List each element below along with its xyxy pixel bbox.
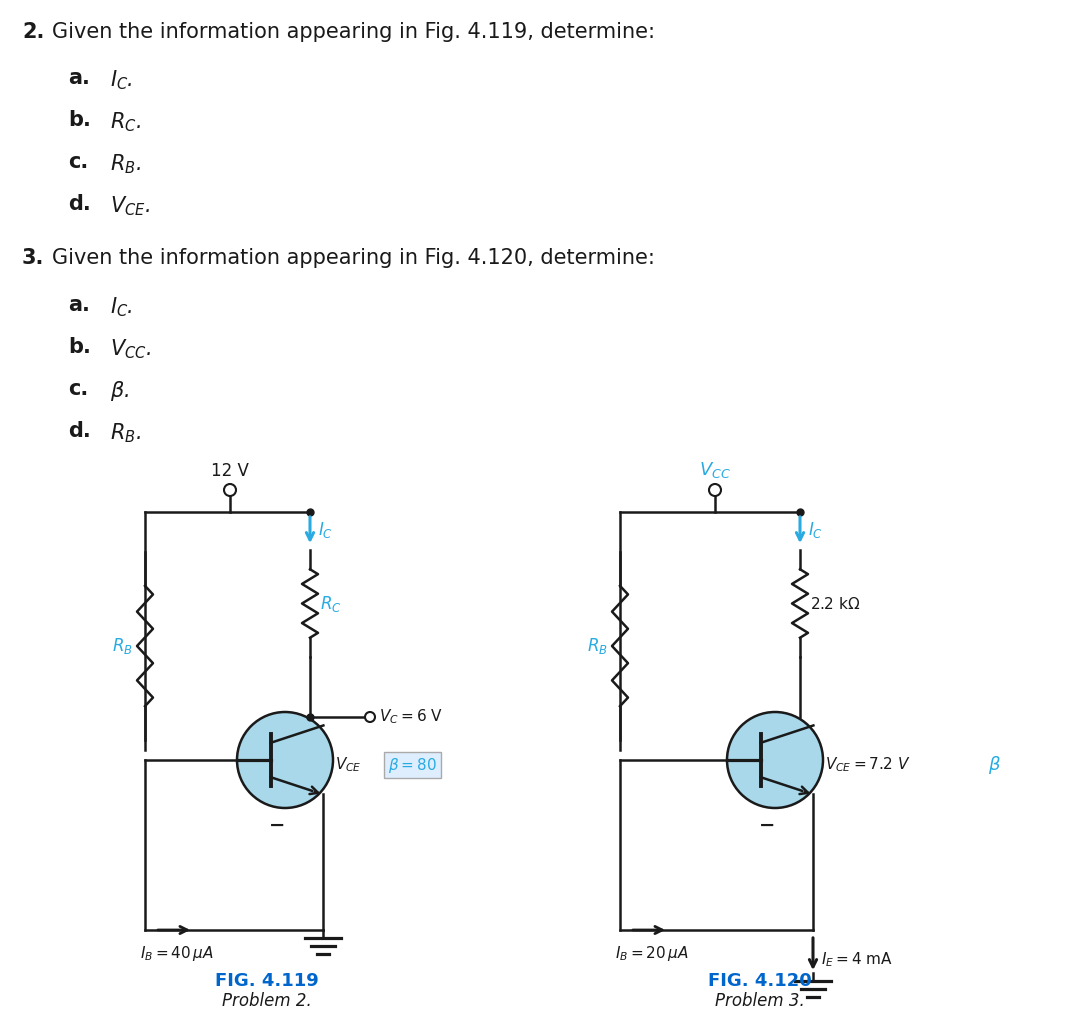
Text: c.: c. <box>68 379 89 399</box>
Text: $\beta$.: $\beta$. <box>110 379 130 403</box>
Circle shape <box>727 712 823 808</box>
Text: $V_C = 6$ V: $V_C = 6$ V <box>379 708 443 726</box>
Text: Given the information appearing in Fig. 4.119, determine:: Given the information appearing in Fig. … <box>52 22 654 42</box>
Text: $V_{CE}$.: $V_{CE}$. <box>110 194 150 217</box>
Text: $R_B$.: $R_B$. <box>110 152 141 176</box>
Text: b.: b. <box>68 337 91 357</box>
Text: c.: c. <box>68 152 89 172</box>
Circle shape <box>237 712 333 808</box>
Text: $I_C$.: $I_C$. <box>110 295 133 319</box>
Circle shape <box>708 484 721 496</box>
Text: $I_C$: $I_C$ <box>318 520 333 540</box>
Text: Problem 3.: Problem 3. <box>715 992 805 1010</box>
Text: $I_E = 4$ mA: $I_E = 4$ mA <box>821 950 893 969</box>
Text: 2.: 2. <box>22 22 44 42</box>
Text: 2.2 k$\Omega$: 2.2 k$\Omega$ <box>810 595 860 612</box>
Text: Given the information appearing in Fig. 4.120, determine:: Given the information appearing in Fig. … <box>52 248 654 268</box>
Text: $R_B$: $R_B$ <box>112 636 133 657</box>
Text: −: − <box>759 816 775 835</box>
Text: FIG. 4.120: FIG. 4.120 <box>708 972 812 990</box>
Text: a.: a. <box>68 68 90 88</box>
Text: $\beta$: $\beta$ <box>988 753 1001 776</box>
Text: $R_B$.: $R_B$. <box>110 421 141 444</box>
Text: $I_B = 40\,\mu A$: $I_B = 40\,\mu A$ <box>140 944 214 963</box>
Text: $V_{CC}$.: $V_{CC}$. <box>110 337 151 360</box>
Text: $V_{CC}$: $V_{CC}$ <box>699 460 731 480</box>
Text: +: + <box>750 739 765 757</box>
Text: $R_C$: $R_C$ <box>320 593 341 614</box>
Text: Problem 2.: Problem 2. <box>222 992 312 1010</box>
Circle shape <box>365 712 375 722</box>
Text: $\beta = 80$: $\beta = 80$ <box>388 756 436 775</box>
Text: FIG. 4.119: FIG. 4.119 <box>215 972 319 990</box>
Text: 3.: 3. <box>22 248 44 268</box>
Circle shape <box>224 484 237 496</box>
Text: −: − <box>269 816 285 835</box>
Text: a.: a. <box>68 295 90 315</box>
Text: d.: d. <box>68 421 91 441</box>
Text: +: + <box>259 739 274 757</box>
Text: $R_B$: $R_B$ <box>588 636 608 657</box>
Text: $I_C$: $I_C$ <box>808 520 823 540</box>
Text: d.: d. <box>68 194 91 214</box>
Text: 12 V: 12 V <box>211 461 248 480</box>
Text: $R_C$.: $R_C$. <box>110 110 141 134</box>
Text: $V_{CE} = 7.2$ V: $V_{CE} = 7.2$ V <box>825 756 910 774</box>
Text: $V_{CE}$: $V_{CE}$ <box>335 756 362 774</box>
Text: b.: b. <box>68 110 91 130</box>
Text: $I_C$.: $I_C$. <box>110 68 133 92</box>
Text: $I_B = 20\,\mu A$: $I_B = 20\,\mu A$ <box>615 944 689 963</box>
